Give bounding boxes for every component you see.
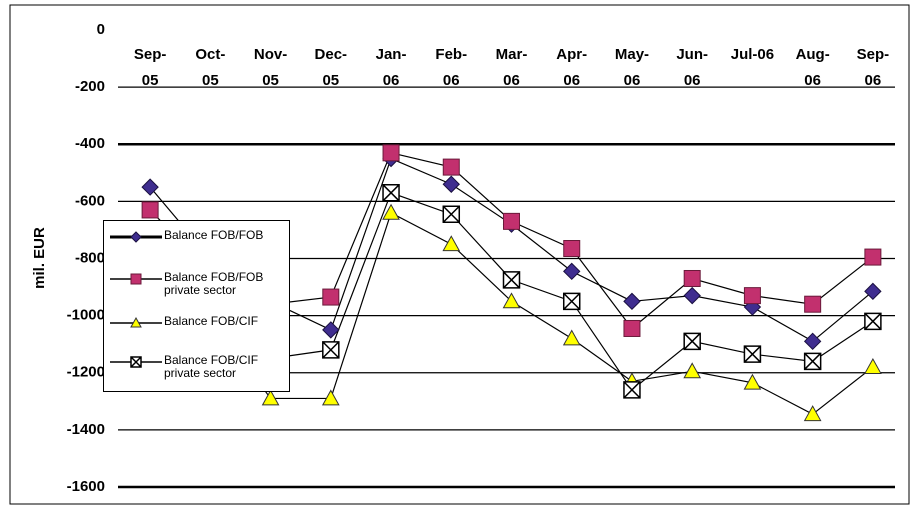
x-tick-label: Aug-06: [795, 46, 830, 89]
x-tick-label: Mar-06: [495, 46, 528, 89]
x-tick-label: Feb-06: [435, 46, 468, 89]
marker: [563, 240, 581, 258]
marker: [502, 271, 521, 289]
marker: [803, 405, 822, 422]
x-tick-label: Dec-05: [314, 46, 348, 89]
y-tick-label: -200: [75, 78, 105, 95]
legend-item: Balance FOB/FOB: [104, 229, 291, 269]
marker: [683, 269, 701, 287]
marker: [743, 298, 762, 316]
marker: [623, 292, 641, 311]
marker: [261, 389, 280, 406]
marker: [322, 288, 340, 306]
marker: [503, 212, 520, 230]
x-tick-label: Jun-06: [676, 46, 709, 89]
marker: [562, 292, 581, 311]
marker: [130, 273, 142, 285]
marker: [864, 358, 882, 374]
marker: [803, 352, 822, 371]
x-tick-label: Sep-06: [856, 46, 890, 89]
legend-label: Balance FOB/CIF: [164, 314, 259, 328]
marker: [803, 332, 822, 351]
y-tick-label: 0: [97, 21, 105, 38]
marker: [864, 312, 882, 331]
legend-symbol: [110, 231, 162, 243]
marker: [141, 201, 159, 219]
marker: [683, 332, 701, 351]
marker: [623, 381, 641, 399]
marker: [382, 184, 400, 202]
y-tick-label: -1400: [67, 421, 105, 438]
marker: [130, 356, 142, 368]
marker: [743, 345, 762, 363]
marker: [562, 329, 581, 346]
y-tick-label: -600: [75, 192, 105, 209]
marker: [683, 286, 701, 305]
legend-label: Balance FOB/FOB private sector: [164, 270, 264, 297]
x-tick-label: May-06: [614, 46, 650, 89]
marker: [321, 389, 340, 406]
marker: [141, 178, 159, 196]
x-tick-label: Apr-06: [556, 46, 588, 89]
x-tick-label: Oct-05: [195, 46, 226, 89]
legend-label: Balance FOB/FOB: [164, 228, 264, 242]
marker: [130, 316, 142, 328]
x-tick-label: Jan-06: [375, 46, 407, 89]
x-tick-label: Nov-05: [253, 46, 288, 89]
y-tick-label: -1000: [67, 307, 105, 324]
marker: [442, 175, 460, 193]
marker: [864, 282, 882, 301]
y-tick-label: -800: [75, 249, 105, 266]
frame: [9, 4, 910, 505]
marker: [502, 292, 521, 309]
marker: [322, 341, 340, 359]
marker: [743, 287, 761, 305]
marker: [804, 295, 822, 313]
y-tick-label: -1600: [67, 478, 105, 495]
marker: [442, 235, 461, 252]
legend: Balance FOB/FOB Balance FOB/FOB private s…: [103, 220, 290, 392]
marker: [683, 362, 702, 379]
marker: [382, 144, 400, 162]
legend-symbol: [110, 273, 162, 285]
marker: [382, 203, 400, 220]
marker: [442, 158, 460, 176]
legend-symbol: [110, 356, 162, 368]
marker: [322, 321, 340, 339]
y-tick-label: -400: [75, 135, 105, 152]
y-tick-label: -1200: [67, 364, 105, 381]
marker: [743, 373, 762, 390]
legend-label: Balance FOB/CIF private sector: [164, 353, 259, 380]
x-tick-label: Sep-05: [133, 46, 167, 89]
marker: [442, 205, 461, 223]
marker: [563, 262, 581, 281]
legend-item: Balance FOB/CIF private sector: [104, 354, 291, 394]
marker: [864, 248, 882, 266]
y-axis-title: mil. EUR: [31, 227, 48, 289]
marker: [130, 231, 142, 243]
marker: [623, 319, 641, 337]
x-tick-label: Jul-06: [730, 46, 775, 63]
legend-item: Balance FOB/CIF: [104, 315, 291, 355]
legend-symbol: [110, 316, 162, 328]
legend-item: Balance FOB/FOB private sector: [104, 271, 291, 311]
